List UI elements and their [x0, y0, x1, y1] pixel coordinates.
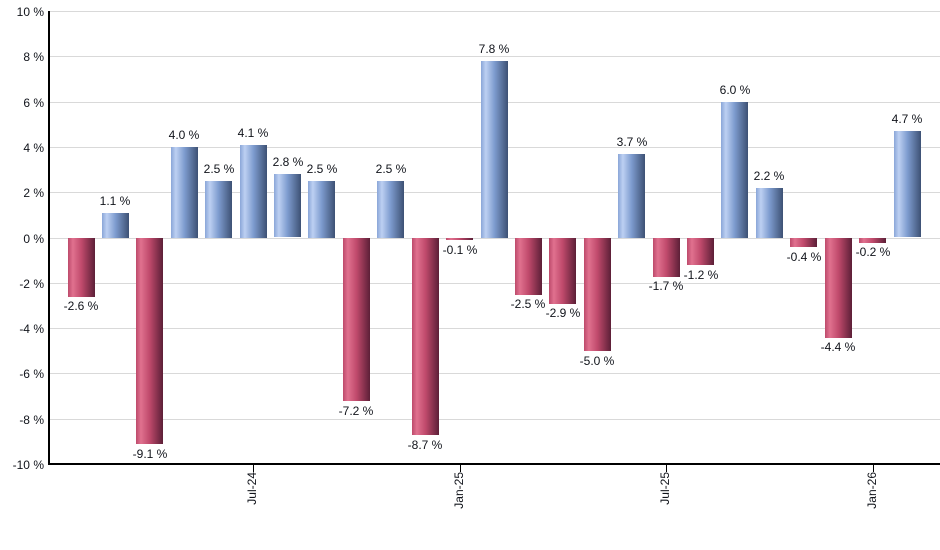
bar-negative	[653, 238, 680, 277]
y-axis-tick-label: 10 %	[16, 5, 44, 19]
y-axis-tick-label: 0 %	[23, 232, 44, 246]
x-axis-tick-label: Jan-25	[452, 472, 466, 509]
bar-positive	[308, 181, 335, 238]
bar-value-label: 4.1 %	[237, 126, 269, 140]
x-axis-tick	[873, 465, 874, 472]
bar-negative	[446, 238, 473, 240]
x-axis-line	[48, 463, 940, 465]
gridline	[48, 56, 940, 57]
x-axis-tick	[253, 465, 254, 472]
y-axis-tick-label: 6 %	[23, 96, 44, 110]
bar-negative	[515, 238, 542, 295]
gridline	[48, 328, 940, 329]
bar-value-label: -9.1 %	[132, 447, 168, 461]
bar-positive	[274, 174, 301, 237]
bar-negative	[343, 238, 370, 401]
bar-negative	[136, 238, 163, 444]
bar-value-label: 2.5 %	[306, 162, 338, 176]
x-axis-tick	[666, 465, 667, 472]
bar-value-label: -4.4 %	[820, 340, 856, 354]
bar-value-label: 4.0 %	[168, 128, 200, 142]
bar-positive	[240, 145, 267, 238]
bar-negative	[825, 238, 852, 338]
bar-negative	[412, 238, 439, 435]
y-axis-tick-label: -8 %	[19, 413, 44, 427]
bar-value-label: -1.7 %	[648, 279, 684, 293]
y-axis-tick-label: -10 %	[12, 458, 44, 472]
gridline	[48, 373, 940, 374]
bar-negative	[687, 238, 714, 265]
bar-positive	[377, 181, 404, 238]
bar-value-label: 3.7 %	[616, 135, 648, 149]
bar-positive	[171, 147, 198, 238]
bar-value-label: -1.2 %	[683, 268, 719, 282]
bar-value-label: -2.6 %	[63, 299, 99, 313]
bar-value-label: 1.1 %	[99, 194, 131, 208]
x-axis-tick-label: Jul-25	[658, 472, 672, 505]
bar-value-label: 4.7 %	[891, 112, 923, 126]
y-axis-tick-label: -6 %	[19, 367, 44, 381]
x-axis-tick	[460, 465, 461, 472]
bar-positive	[102, 213, 129, 238]
bar-value-label: 2.5 %	[375, 162, 407, 176]
bar-positive	[756, 188, 783, 238]
gridline	[48, 419, 940, 420]
x-axis-tick-label: Jan-26	[865, 472, 879, 509]
bar-negative	[790, 238, 817, 247]
bar-value-label: -2.5 %	[510, 297, 546, 311]
gridline	[48, 11, 940, 12]
bar-value-label: 2.8 %	[272, 155, 304, 169]
bar-value-label: 7.8 %	[478, 42, 510, 56]
y-axis-line	[48, 11, 50, 465]
bar-value-label: 2.2 %	[753, 169, 785, 183]
bar-negative	[584, 238, 611, 351]
bar-positive	[618, 154, 645, 238]
y-axis-tick-label: 4 %	[23, 141, 44, 155]
y-axis-tick-label: -4 %	[19, 322, 44, 336]
bar-negative	[859, 238, 886, 243]
y-axis-tick-label: -2 %	[19, 277, 44, 291]
bar-value-label: 6.0 %	[719, 83, 751, 97]
bar-positive	[481, 61, 508, 238]
bar-negative	[68, 238, 95, 297]
bar-positive	[721, 102, 748, 238]
bar-value-label: -8.7 %	[407, 438, 443, 452]
y-axis-tick-label: 2 %	[23, 186, 44, 200]
bar-value-label: -0.1 %	[442, 243, 478, 257]
bar-negative	[549, 238, 576, 304]
gridline	[48, 238, 940, 239]
bar-value-label: -7.2 %	[338, 404, 374, 418]
bar-value-label: -5.0 %	[579, 354, 615, 368]
bar-value-label: 2.5 %	[203, 162, 235, 176]
x-axis-tick-label: Jul-24	[245, 472, 259, 505]
bar-value-label: -0.2 %	[855, 245, 891, 259]
y-axis-tick-label: 8 %	[23, 50, 44, 64]
bar-positive	[205, 181, 232, 238]
bar-value-label: -2.9 %	[545, 306, 581, 320]
bar-positive	[894, 131, 921, 237]
gridline	[48, 283, 940, 284]
bar-value-label: -0.4 %	[786, 250, 822, 264]
